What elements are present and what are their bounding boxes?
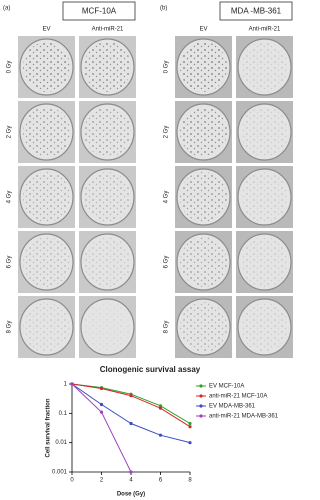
x-tick-label: 2 bbox=[100, 478, 104, 484]
colonies bbox=[241, 302, 288, 352]
legend-label: EV MDA-MB-361 bbox=[209, 404, 256, 410]
row-label: 4 Gy bbox=[164, 191, 170, 204]
colonies bbox=[241, 107, 288, 157]
colonies bbox=[84, 42, 131, 92]
row-label: 6 Gy bbox=[164, 256, 170, 269]
row-label: 6 Gy bbox=[7, 256, 13, 269]
x-tick-label: 8 bbox=[188, 478, 192, 484]
colonies bbox=[84, 172, 131, 222]
data-point bbox=[129, 421, 133, 426]
series-line bbox=[71, 383, 191, 428]
column-header: EV bbox=[199, 27, 207, 33]
panel-title: MCF-10A bbox=[82, 7, 117, 16]
colonies bbox=[241, 42, 288, 92]
data-point bbox=[188, 425, 192, 429]
colonies bbox=[23, 42, 70, 92]
x-tick-label: 4 bbox=[129, 478, 133, 484]
colonies bbox=[84, 237, 131, 287]
legend-marker bbox=[199, 414, 203, 418]
data-point bbox=[99, 386, 104, 391]
colonies bbox=[23, 107, 70, 157]
column-header: EV bbox=[42, 27, 50, 33]
y-tick-label: 0.001 bbox=[52, 470, 68, 476]
data-point bbox=[158, 406, 163, 410]
data-point bbox=[158, 404, 163, 408]
figure: (a) MCF-10A EV Anti-miR-21 0 Gy 2 Gy 4 Gy 6 Gy 8… bbox=[3, 1, 293, 498]
column-header: Anti-miR-21 bbox=[249, 27, 281, 33]
y-tick-label: 0.1 bbox=[59, 411, 68, 417]
row-label: 0 Gy bbox=[164, 61, 170, 74]
legend-label: EV MCF-10A bbox=[209, 384, 244, 390]
data-point bbox=[70, 382, 74, 386]
colonies bbox=[84, 302, 131, 352]
colonies bbox=[23, 172, 70, 222]
panel-label: (a) bbox=[3, 6, 10, 12]
panel-title: MDA -MB-361 bbox=[231, 7, 282, 16]
row-label: 2 Gy bbox=[7, 126, 13, 139]
colonies bbox=[23, 237, 70, 287]
colonies bbox=[180, 42, 227, 92]
panel-label: (b) bbox=[160, 6, 167, 12]
data-point bbox=[99, 410, 104, 414]
y-tick-label: 1 bbox=[64, 382, 68, 388]
colonies bbox=[241, 237, 288, 287]
colonies bbox=[180, 237, 227, 287]
data-point bbox=[129, 394, 133, 398]
legend-marker bbox=[199, 404, 203, 408]
legend-label: anti-miR-21 MCF-10A bbox=[209, 394, 267, 400]
colonies bbox=[180, 107, 227, 157]
series-line bbox=[71, 383, 132, 473]
row-label: 2 Gy bbox=[164, 126, 170, 139]
data-point bbox=[188, 421, 192, 426]
colonies bbox=[84, 107, 131, 157]
data-point bbox=[129, 470, 133, 474]
data-point bbox=[188, 441, 192, 445]
data-point bbox=[99, 402, 104, 407]
y-tick-label: 0.01 bbox=[55, 440, 67, 446]
x-tick-label: 6 bbox=[159, 478, 163, 484]
colonies bbox=[23, 302, 70, 352]
row-label: 8 Gy bbox=[7, 321, 13, 334]
legend-marker bbox=[199, 384, 203, 388]
row-label: 4 Gy bbox=[7, 191, 13, 204]
column-header: Anti-miR-21 bbox=[92, 27, 124, 33]
colonies bbox=[241, 172, 288, 222]
title-box bbox=[219, 1, 293, 21]
chart-title: Clonogenic survival assay bbox=[100, 365, 201, 374]
data-point bbox=[158, 433, 163, 437]
row-label: 0 Gy bbox=[7, 61, 13, 74]
y-axis-label: Cell survival fraction bbox=[46, 398, 52, 457]
colonies bbox=[180, 172, 227, 222]
legend-marker bbox=[199, 394, 203, 398]
row-label: 8 Gy bbox=[164, 321, 170, 334]
legend-label: anti-miR-21 MDA-MB-361 bbox=[209, 414, 279, 420]
series-line bbox=[71, 383, 191, 424]
title-box bbox=[62, 1, 136, 21]
x-axis-label: Dose (Gy) bbox=[117, 492, 145, 498]
colonies bbox=[180, 302, 227, 352]
x-tick-label: 0 bbox=[70, 478, 74, 484]
